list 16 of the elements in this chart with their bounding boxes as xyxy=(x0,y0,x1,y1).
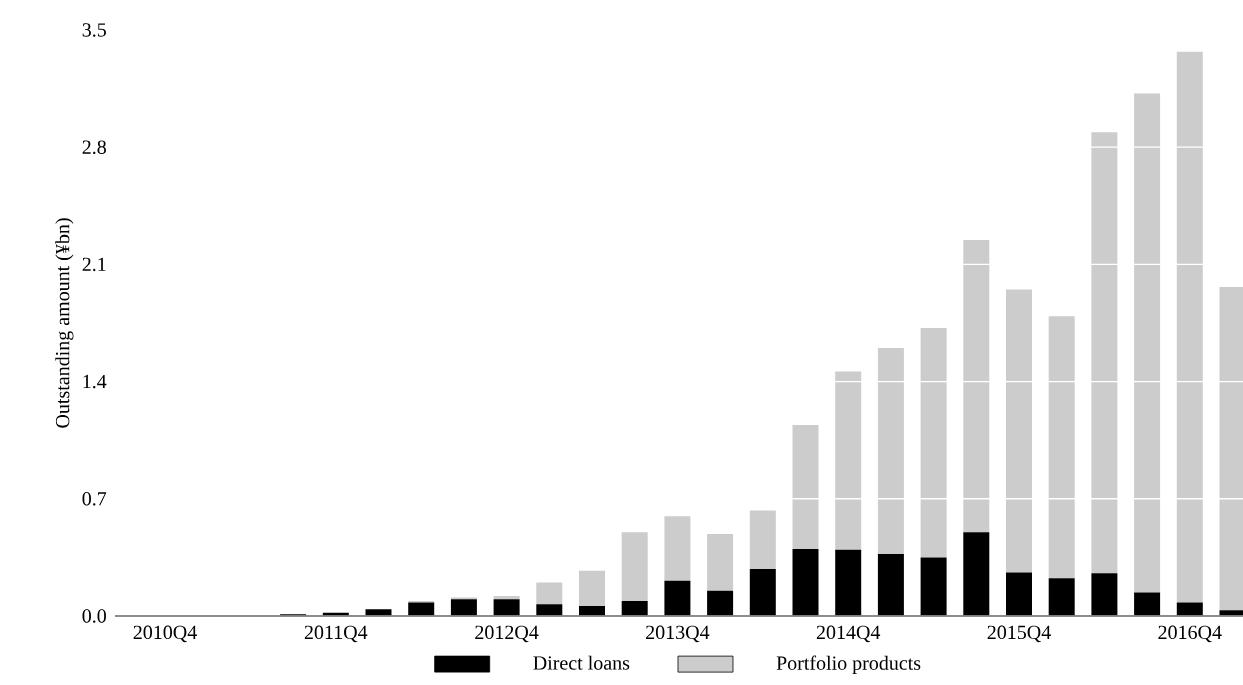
legend-label: Portfolio products xyxy=(776,655,921,674)
y-tick-label: 0.0 xyxy=(82,609,106,623)
y-tick-label: 2.8 xyxy=(82,140,106,154)
x-tick-label: 2013Q4 xyxy=(646,625,710,643)
x-tick-label: 2012Q4 xyxy=(475,625,539,643)
y-axis-title: Outstanding amount (¥bn) xyxy=(55,218,74,428)
y-tick-label: 0.7 xyxy=(82,492,107,506)
x-tick-label: 2010Q4 xyxy=(133,625,197,643)
y-tick-label: 3.5 xyxy=(82,23,106,37)
x-tick-label: 2011Q4 xyxy=(304,625,368,643)
x-tick-label: 2015Q4 xyxy=(987,625,1051,643)
y-tick-label: 2.1 xyxy=(82,257,106,272)
legend-label: Direct loans xyxy=(533,655,630,670)
x-tick-label: 2016Q4 xyxy=(1158,625,1222,643)
x-tick-label: 2014Q4 xyxy=(816,625,881,643)
y-tick-label: 1.4 xyxy=(83,374,107,389)
